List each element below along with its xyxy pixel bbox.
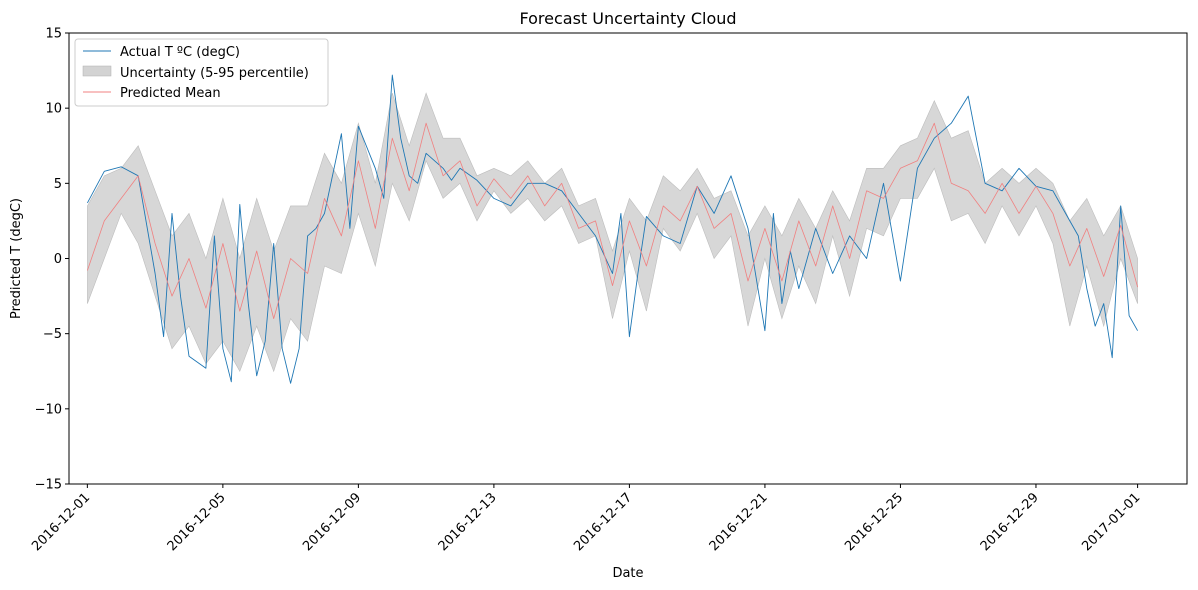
y-tick-label: 10 [45, 102, 62, 117]
y-tick-label: 0 [54, 252, 62, 267]
x-axis: 2016-12-01 2016-12-05 2016-12-09 2016-12-13… [29, 484, 1143, 554]
plot-area [87, 74, 1138, 384]
legend: Actual T ºC (degC) Uncertainty (5-95 per… [74, 38, 329, 107]
y-tick-label: −15 [35, 478, 62, 493]
x-tick-label: 2016-12-29 [978, 490, 1042, 554]
legend-swatch-uncertainty [82, 65, 112, 77]
x-axis-title: Date [612, 566, 643, 581]
y-axis-title: Predicted T (degC) [9, 198, 24, 319]
y-tick-label: −5 [43, 327, 62, 342]
uncertainty-band [87, 92, 1138, 373]
x-tick-label: 2017-01-01 [1079, 490, 1143, 554]
y-tick-label: 15 [45, 27, 62, 42]
x-tick-label: 2016-12-09 [300, 490, 364, 554]
x-tick-label: 2016-12-17 [571, 490, 635, 554]
legend-label-uncertainty: Uncertainty (5-95 percentile) [120, 66, 309, 81]
actual-temperature-line [87, 74, 1138, 384]
legend-label-predicted: Predicted Mean [120, 86, 221, 101]
x-tick-label: 2016-12-21 [707, 490, 771, 554]
legend-box [74, 38, 329, 107]
y-tick-label: −10 [35, 402, 62, 417]
x-tick-label: 2016-12-05 [165, 490, 229, 554]
y-tick-label: 5 [54, 177, 62, 192]
x-tick-label: 2016-12-13 [436, 490, 500, 554]
chart-title: Forecast Uncertainty Cloud [519, 9, 736, 28]
x-tick-label: 2016-12-25 [842, 490, 906, 554]
x-tick-label: 2016-12-01 [29, 490, 93, 554]
legend-label-actual: Actual T ºC (degC) [120, 45, 240, 60]
y-axis: −15 −10 −5 0 5 10 15 [35, 27, 69, 493]
predicted-mean-line [87, 122, 1138, 320]
